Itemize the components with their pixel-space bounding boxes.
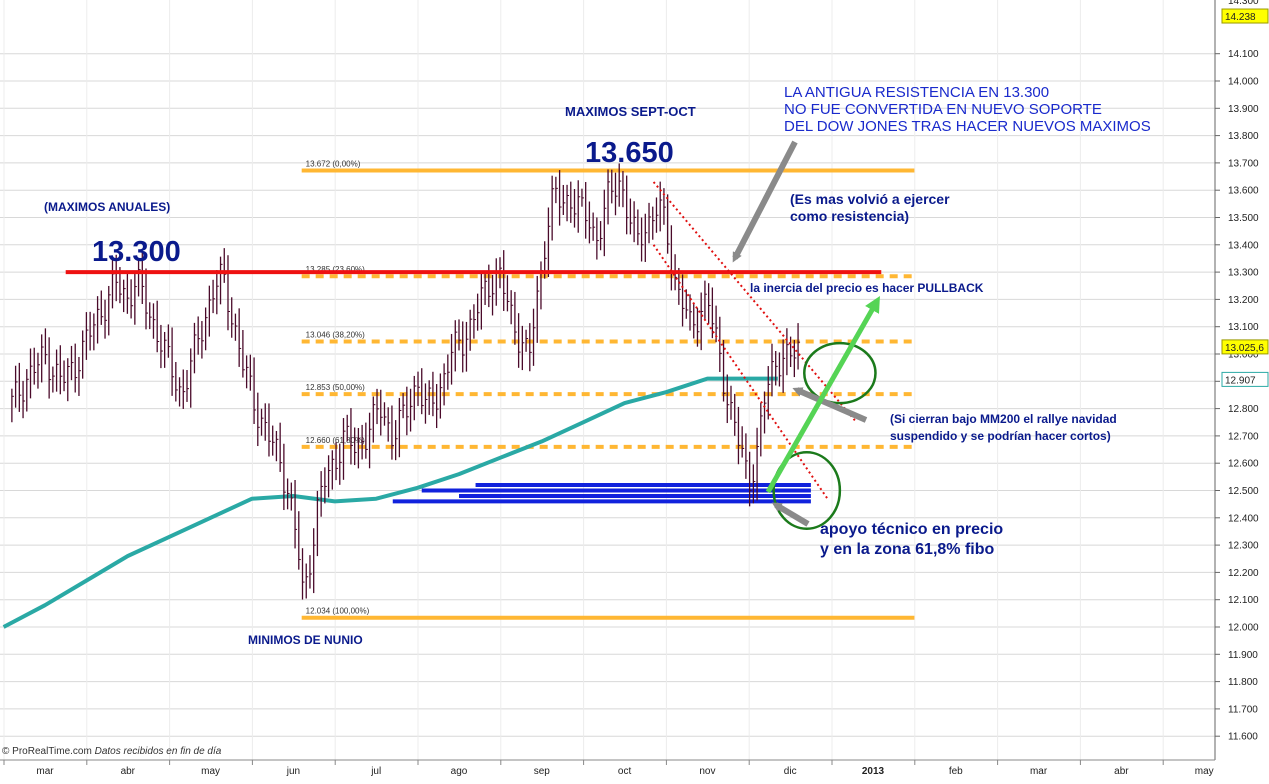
x-tick-label-5: ago	[451, 766, 468, 777]
y-tick-label-19: 13.500	[1228, 213, 1259, 224]
annotation-mm200-line-1: (Si cierran bajo MM200 el rallye navidad	[890, 412, 1117, 426]
gray-arrow-ma200	[792, 387, 868, 423]
y-tick-labels: 11.600 11.700 11.800 11.900 12.000 12.100 12.2…	[1215, 0, 1259, 743]
x-tick-label-6: sep	[534, 766, 551, 777]
value-badges: 14.238 13.025,6 12.907	[1221, 8, 1269, 387]
y-tick-label-6: 12.200	[1228, 568, 1259, 579]
ma200-line	[2, 376, 778, 629]
y-tick-label-11: 12.700	[1228, 431, 1259, 442]
x-tick-label-13: abr	[1114, 766, 1129, 777]
downtrend-channel	[652, 181, 858, 500]
fib-label-2: 13.046 (38,20%)	[306, 330, 365, 339]
y-tick-label-top: 14.300	[1228, 0, 1259, 7]
gray-arrow-support	[771, 502, 810, 527]
y-tick-label-24: 14.000	[1228, 77, 1259, 88]
y-tick-label-8: 12.400	[1228, 513, 1259, 524]
annotations: MAXIMOS SEPT-OCT 13.650 (MAXIMOS ANUALES…	[2, 84, 1151, 757]
value-badge-bg-2	[1221, 371, 1269, 387]
value-badge-label-0: 14.238	[1225, 12, 1256, 23]
y-tick-label-7: 12.300	[1228, 541, 1259, 552]
highlight-circle-1	[772, 451, 842, 530]
x-tick-label-11: feb	[949, 766, 963, 777]
green-arrow-pullback	[765, 296, 880, 494]
highlight-circles	[772, 341, 877, 530]
fib-label-3: 12.853 (50,00%)	[306, 383, 365, 392]
y-tick-label-22: 13.800	[1228, 131, 1259, 142]
annotation-apoyo-line-1: apoyo técnico en precio	[820, 521, 1003, 538]
price-bars	[11, 163, 801, 600]
annotation-antigua-line-2: NO FUE CONVERTIDA EN NUEVO SOPORTE	[784, 101, 1102, 118]
value-badge-bg-0	[1221, 8, 1269, 24]
value-badge-label-2: 12.907	[1225, 375, 1256, 386]
y-tick-label-18: 13.400	[1228, 240, 1259, 251]
y-tick-label-16: 13.200	[1228, 295, 1259, 306]
y-tick-label-1: 11.700	[1228, 704, 1258, 715]
x-tick-label-8: nov	[699, 766, 715, 777]
gray-arrow-resistance	[732, 140, 798, 263]
annotation-mm200-line-2: suspendido y se podrían hacer cortos)	[890, 429, 1111, 443]
fib-label-4: 12.660 (61,80%)	[306, 436, 365, 445]
source-name: ProRealTime.com	[12, 746, 92, 757]
y-tick-label-0: 11.600	[1228, 732, 1258, 743]
support-zone	[392, 483, 811, 504]
x-tick-label-14: may	[1195, 766, 1214, 777]
y-tick-label-14: 13.000	[1228, 350, 1259, 361]
arrows	[732, 140, 880, 527]
x-tick-label-2: may	[201, 766, 220, 777]
value-badge-label-1: 13.025,6	[1225, 343, 1264, 354]
y-tick-label-15: 13.100	[1228, 322, 1259, 333]
x-tick-labels: mar abr may jun jul ago sep oct nov dic 2013 feb mar…	[3, 760, 1214, 777]
annotation-apoyo-line-2: y en la zona 61,8% fibo	[820, 541, 995, 558]
source-credit: © ProRealTime.com Datos recibidos en fin…	[2, 746, 222, 757]
y-tick-label-17: 13.300	[1228, 268, 1259, 279]
annotation-maximos-anuales: (MAXIMOS ANUALES)	[44, 200, 170, 214]
highlight-circle-0	[803, 341, 877, 405]
annotation-maximos-sept-oct: MAXIMOS SEPT-OCT	[565, 104, 696, 119]
annotation-level-13650: 13.650	[585, 137, 674, 169]
y-tick-label-2: 11.800	[1228, 677, 1258, 688]
annotation-minimos: MINIMOS DE NUNIO	[248, 633, 363, 647]
x-tick-label-12: mar	[1030, 766, 1048, 777]
channel-line-1	[652, 244, 829, 500]
x-tick-label-7: oct	[618, 766, 632, 777]
y-tick-label-9: 12.500	[1228, 486, 1259, 497]
annotation-es-mas-line-2: como resistencia)	[790, 208, 909, 224]
x-tick-label-9: dic	[784, 766, 797, 777]
y-tick-label-3: 11.900	[1228, 650, 1258, 661]
x-tick-label-1: abr	[121, 766, 136, 777]
annotation-level-13300: 13.300	[92, 236, 181, 268]
annotation-antigua-line-1: LA ANTIGUA RESISTENCIA EN 13.300	[784, 84, 1049, 101]
y-tick-label-5: 12.100	[1228, 595, 1259, 606]
y-tick-label-12: 12.800	[1228, 404, 1259, 415]
fib-label-0: 13.672 (0,00%)	[306, 160, 361, 169]
y-tick-label-21: 13.700	[1228, 158, 1259, 169]
fib-label-5: 12.034 (100,00%)	[306, 607, 370, 616]
fib-label-1: 13.285 (23,60%)	[306, 265, 365, 274]
annotation-es-mas-line-1: (Es mas volvió a ejercer	[790, 191, 950, 207]
value-badge-bg-1	[1221, 339, 1269, 355]
annotation-antigua-line-3: DEL DOW JONES TRAS HACER NUEVOS MAXIMOS	[784, 118, 1151, 135]
x-tick-label-4: jul	[370, 766, 381, 777]
source-mark: ©	[2, 746, 12, 757]
x-tick-label-3: jun	[286, 766, 300, 777]
ma200-series	[2, 376, 778, 629]
annotation-inercia: la inercia del precio es hacer PULLBACK	[750, 281, 984, 295]
source-note: Datos recibidos en fin de día	[95, 746, 222, 757]
x-tick-label-0: mar	[36, 766, 54, 777]
y-tick-label-25: 14.100	[1228, 49, 1259, 60]
x-tick-label-10: 2013	[862, 766, 885, 777]
y-tick-label-23: 13.900	[1228, 104, 1259, 115]
y-tick-label-10: 12.600	[1228, 459, 1259, 470]
y-axis	[0, 0, 1216, 761]
month-gridlines	[3, 0, 1164, 760]
y-tick-label-20: 13.600	[1228, 186, 1259, 197]
y-tick-label-4: 12.000	[1228, 623, 1259, 634]
